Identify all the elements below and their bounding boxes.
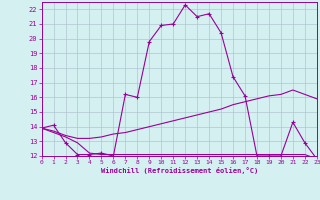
X-axis label: Windchill (Refroidissement éolien,°C): Windchill (Refroidissement éolien,°C) (100, 167, 258, 174)
